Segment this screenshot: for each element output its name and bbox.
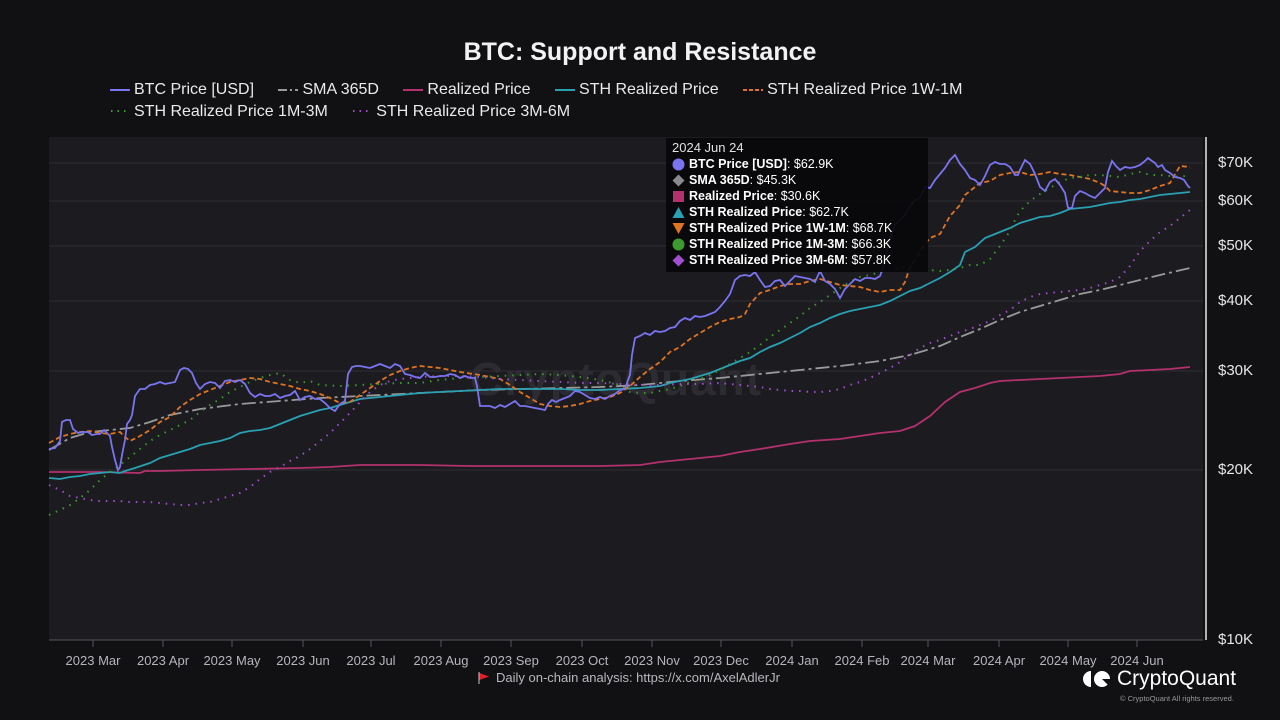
legend-item-btc-price[interactable]: BTC Price [USD]: [110, 79, 254, 100]
chart-title: BTC: Support and Resistance: [463, 38, 817, 66]
solid-line-icon: [555, 88, 576, 91]
x-tick: 2024 Jan: [765, 653, 819, 668]
tooltip-row-sth-3m-6m: STH Realized Price 3M-6M: $57.8K: [672, 252, 922, 268]
x-tick: 2023 Jun: [276, 653, 330, 668]
series-sth-realized-price: [48, 191, 1191, 480]
legend-item-sth-realized-price[interactable]: STH Realized Price: [555, 79, 719, 100]
tooltip-row-sma-365d: SMA 365D: $45.3K: [672, 172, 922, 188]
circle-marker-icon: [672, 238, 685, 250]
y-tick-70k: $70K: [1218, 154, 1254, 171]
tooltip-row-realized-price: Realized Price: $30.6K: [672, 188, 922, 204]
cryptoquant-logo-icon: [1083, 671, 1110, 687]
x-tick: 2023 Mar: [65, 653, 121, 668]
x-tick: 2023 Sep: [483, 653, 539, 668]
flag-icon: [478, 671, 489, 684]
x-tick: 2024 Apr: [972, 653, 1026, 668]
y-tick-40k: $40K: [1218, 292, 1254, 309]
square-marker-icon: [673, 190, 684, 202]
circle-marker-icon: [672, 158, 685, 170]
brand-logo: CryptoQuant: [1083, 667, 1236, 691]
tooltip-date: 2024 Jun 24: [672, 140, 744, 155]
triangle-down-marker-icon: [672, 222, 685, 234]
x-tick: 2023 May: [203, 653, 261, 668]
tooltip-row-sth-realized-price: STH Realized Price: $62.7K: [672, 204, 922, 220]
y-tick-60k: $60K: [1218, 192, 1254, 209]
series-realized-price: [49, 366, 1191, 474]
y-tick-20k: $20K: [1218, 461, 1254, 478]
y-tick-50k: $50K: [1218, 237, 1254, 254]
brand-name: CryptoQuant: [1117, 667, 1237, 690]
footer-note-link[interactable]: Daily on-chain analysis: https://x.com/A…: [496, 670, 780, 685]
copyright: © CryptoQuant All rights reserved.: [1120, 694, 1234, 703]
tooltip-row-sth-1m-3m: STH Realized Price 1M-3M: $66.3K: [672, 236, 922, 252]
dashed-line-icon: [743, 88, 764, 91]
series-btc-price: [48, 153, 1191, 473]
y-tick-30k: $30K: [1218, 362, 1254, 379]
y-tick-10k: $10K: [1218, 631, 1254, 648]
series-sth-1w-1m: [48, 165, 1191, 444]
watermark: CryptoQuant: [470, 353, 763, 405]
x-tick: 2023 Aug: [413, 653, 469, 668]
dashdot-line-icon: [278, 88, 299, 91]
solid-line-icon: [403, 88, 424, 91]
x-tick: 2024 Feb: [834, 653, 890, 668]
series-sma-365d: [48, 267, 1191, 451]
x-tick: 2023 Nov: [624, 653, 680, 668]
legend-item-sth-3m-6m[interactable]: STH Realized Price 3M-6M: [352, 101, 570, 122]
footer-note: Daily on-chain analysis: https://x.com/A…: [478, 670, 780, 685]
diamond-marker-icon: [672, 174, 685, 186]
legend-item-sma-365d[interactable]: SMA 365D: [278, 79, 379, 100]
legend-item-sth-1m-3m[interactable]: STH Realized Price 1M-3M: [110, 101, 328, 122]
gridlines: [49, 162, 1203, 471]
tooltip-row-sth-1w-1m: STH Realized Price 1W-1M: $68.7K: [672, 220, 922, 236]
tooltip-row-btc-price: BTC Price [USD]: $62.9K: [672, 156, 922, 172]
x-tick: 2024 Mar: [900, 653, 956, 668]
chart-tooltip: 2024 Jun 24 BTC Price [USD]: $62.9K SMA …: [666, 138, 928, 272]
x-tick: 2023 Dec: [693, 653, 749, 668]
x-tick: 2023 Jul: [346, 653, 396, 668]
x-tick: 2023 Oct: [555, 653, 609, 668]
solid-line-icon: [110, 88, 130, 91]
triangle-up-marker-icon: [672, 206, 685, 218]
series-sth-3m-6m: [48, 209, 1191, 506]
diamond-marker-icon: [672, 254, 685, 266]
legend-item-realized-price[interactable]: Realized Price: [403, 79, 531, 100]
legend-item-sth-1w-1m[interactable]: STH Realized Price 1W-1M: [743, 79, 962, 100]
x-tick: 2024 May: [1039, 653, 1097, 668]
x-axis-ticks: [92, 640, 1138, 647]
x-tick: 2024 Jun: [1110, 653, 1164, 668]
x-tick: 2023 Apr: [136, 653, 190, 668]
chart-legend: BTC Price [USD] SMA 365D Realized Price …: [110, 79, 1210, 122]
